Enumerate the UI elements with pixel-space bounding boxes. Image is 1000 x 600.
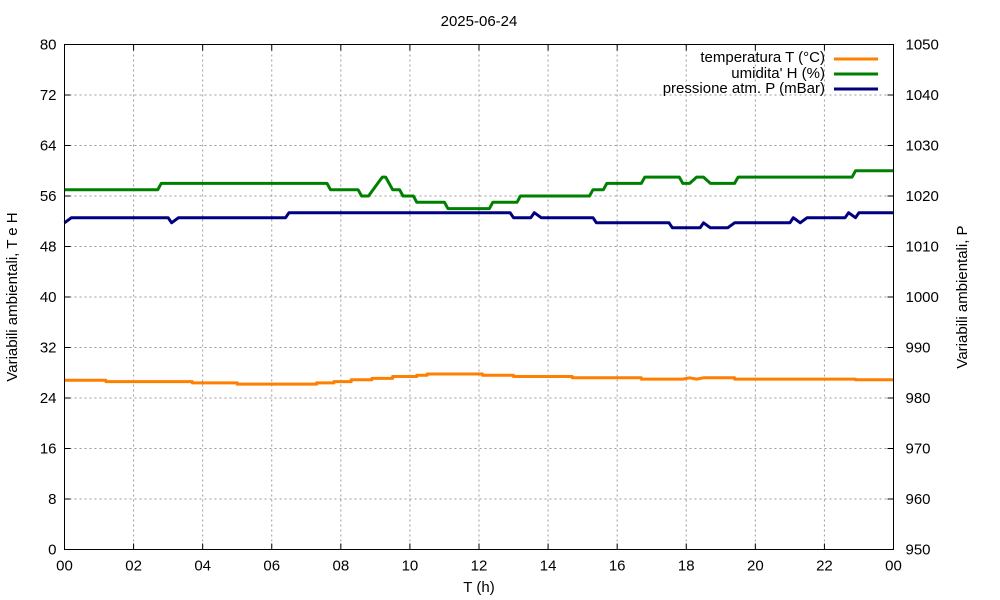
y-right-tick-label: 970 [906, 441, 931, 458]
y-right-tick-label: 950 [906, 542, 931, 559]
y-right-tick-label: 1020 [906, 188, 939, 205]
series-lines [63, 169, 894, 386]
y-left-tick-label: 56 [40, 188, 57, 205]
x-tick-label: 08 [332, 558, 349, 575]
y-right-tick-label: 1010 [906, 239, 939, 256]
y-left-tick-label: 40 [40, 289, 57, 306]
axis-ticks: 00 02 04 06 08 10 12 14 16 18 20 22 0008162432404856… [40, 37, 939, 575]
legend-label-pressure: pressione atm. P (mBar) [663, 80, 825, 97]
x-tick-label: 00 [56, 558, 73, 575]
y-left-tick-label: 32 [40, 340, 57, 357]
x-tick-label: 14 [540, 558, 557, 575]
y-right-tick-label: 980 [906, 390, 931, 407]
y-axis-label-left: Variabili ambientali, T e H [4, 212, 21, 381]
y-axis-label-right: Variabili ambientali, P [954, 225, 971, 368]
y-left-tick-label: 72 [40, 87, 57, 104]
x-tick-label: 12 [471, 558, 488, 575]
y-right-tick-label: 1040 [906, 87, 939, 104]
x-tick-label: 04 [194, 558, 211, 575]
series-line-humidity [64, 169, 894, 211]
x-tick-label: 22 [816, 558, 833, 575]
y-left-tick-label: 8 [48, 491, 56, 508]
chart-title: 2025-06-24 [441, 13, 518, 30]
legend-label-temperature: temperatura T (°C) [700, 49, 825, 66]
legend-item-pressure: pressione atm. P (mBar) [663, 80, 878, 97]
x-tick-label: 02 [125, 558, 142, 575]
y-right-tick-label: 1030 [906, 138, 939, 155]
grid [64, 44, 894, 550]
legend-label-humidity: umidita' H (%) [731, 65, 825, 82]
y-left-tick-label: 0 [48, 542, 56, 559]
y-right-tick-label: 1000 [906, 289, 939, 306]
legend: temperatura T (°C) umidita' H (%) pressi… [663, 49, 878, 97]
legend-item-temperature: temperatura T (°C) [700, 49, 878, 66]
y-left-tick-label: 48 [40, 239, 57, 256]
y-right-tick-label: 960 [906, 491, 931, 508]
y-right-tick-label: 990 [906, 340, 931, 357]
x-tick-label: 18 [678, 558, 695, 575]
x-tick-label: 16 [609, 558, 626, 575]
x-tick-label: 06 [263, 558, 280, 575]
x-tick-label: 10 [402, 558, 419, 575]
series-line-temperature [64, 372, 894, 386]
x-tick-label: 00 [885, 558, 902, 575]
y-right-tick-label: 1050 [906, 37, 939, 54]
y-left-tick-label: 24 [40, 390, 57, 407]
x-axis-label: T (h) [463, 579, 494, 596]
y-left-tick-label: 80 [40, 37, 57, 54]
x-tick-label: 20 [747, 558, 764, 575]
y-left-tick-label: 64 [40, 138, 57, 155]
legend-item-humidity: umidita' H (%) [731, 65, 878, 82]
y-left-tick-label: 16 [40, 441, 57, 458]
series-line-pressure [63, 211, 894, 230]
